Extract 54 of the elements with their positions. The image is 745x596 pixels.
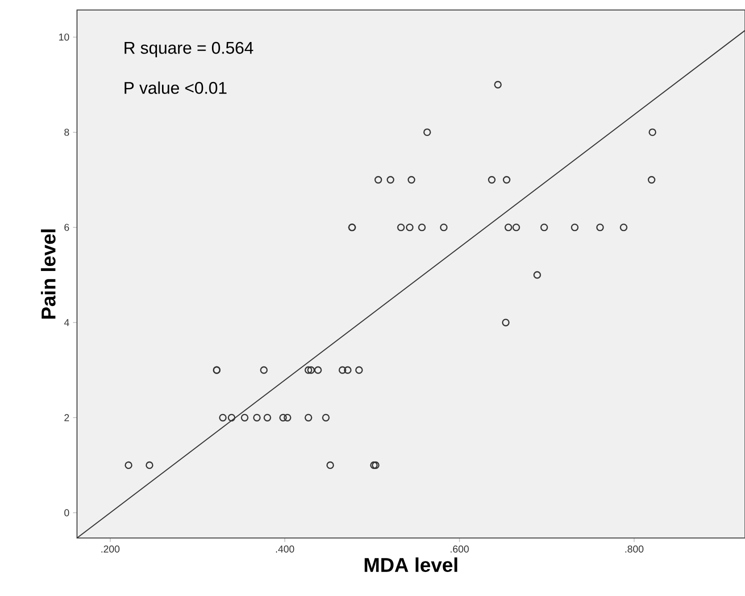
- point: [502, 176, 510, 184]
- x-tick-label: .600: [450, 546, 469, 553]
- point: [406, 224, 414, 232]
- point: [504, 224, 512, 232]
- point: [440, 224, 448, 232]
- point: [228, 414, 236, 422]
- point: [314, 366, 322, 374]
- point: [307, 366, 315, 374]
- point: [326, 461, 334, 470]
- y-axis-title: Pain level: [40, 229, 56, 319]
- point: [418, 224, 426, 232]
- y-tick-label: 8: [64, 128, 70, 136]
- annotation: P value <0.01: [124, 81, 226, 94]
- point: [648, 128, 656, 136]
- y-tick-label: 0: [64, 509, 70, 516]
- point: [386, 176, 394, 184]
- point: [344, 366, 352, 374]
- y-tick-label: 4: [64, 319, 70, 326]
- point: [260, 366, 268, 374]
- point: [488, 176, 496, 184]
- point: [512, 224, 520, 232]
- point: [284, 414, 292, 422]
- point: [620, 224, 628, 232]
- point: [253, 414, 261, 422]
- point: [304, 366, 312, 374]
- y-tick-label: 6: [64, 224, 70, 231]
- point: [408, 176, 416, 184]
- point: [264, 414, 272, 422]
- x-tick-label: .400: [276, 546, 294, 553]
- point: [304, 414, 312, 422]
- point: [355, 366, 363, 374]
- y-tick-label: 10: [59, 34, 70, 41]
- point: [423, 128, 431, 136]
- point: [374, 176, 382, 184]
- point: [540, 224, 548, 232]
- point: [596, 224, 604, 232]
- point: [240, 414, 248, 422]
- point: [124, 461, 132, 470]
- x-axis-title: MDA level: [364, 557, 458, 572]
- annotation: R square = 0.564: [124, 42, 254, 58]
- point: [397, 224, 405, 232]
- point: [494, 80, 502, 88]
- point: [570, 224, 579, 232]
- point: [146, 461, 154, 470]
- point: [502, 318, 510, 326]
- point: [533, 271, 541, 279]
- x-tick-label: .200: [101, 546, 120, 553]
- x-tick-label: .800: [625, 546, 644, 553]
- point: [219, 414, 227, 422]
- y-tick-label: 2: [64, 414, 69, 422]
- point: [322, 414, 330, 422]
- point: [338, 366, 346, 374]
- point: [279, 414, 287, 422]
- point: [648, 176, 656, 184]
